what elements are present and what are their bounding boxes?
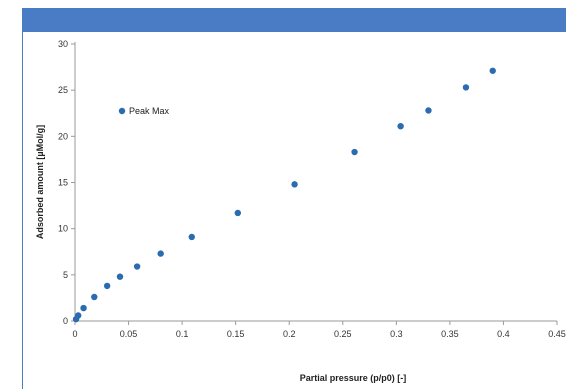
y-tick-label: 10	[58, 224, 68, 234]
y-tick-label: 15	[58, 178, 68, 188]
legend: Peak Max	[118, 106, 170, 116]
data-point	[103, 282, 111, 290]
data-points	[72, 67, 496, 323]
header-bar	[22, 8, 566, 32]
x-tick-label: 0.3	[390, 329, 403, 339]
legend-label: Peak Max	[129, 106, 170, 116]
y-tick-label: 25	[58, 85, 68, 95]
y-tick-labels: 0 5 10 15 20 25 30	[58, 39, 75, 326]
data-point	[462, 84, 470, 91]
data-point	[351, 148, 358, 156]
x-tick-label: 0.15	[227, 329, 245, 339]
y-tick-label: 5	[63, 270, 68, 280]
x-axis-title: Partial pressure (p/p0) [-]	[300, 373, 407, 383]
data-point	[425, 107, 432, 114]
data-point	[234, 209, 242, 217]
y-tick-label: 0	[63, 316, 68, 326]
x-tick-label: 0.35	[441, 329, 459, 339]
y-tick-label: 30	[58, 39, 68, 49]
x-tick-label: 0.25	[334, 329, 352, 339]
y-tick-label: 20	[58, 131, 68, 141]
x-tick-label: 0.05	[120, 329, 138, 339]
x-tick-label: 0.2	[283, 329, 296, 339]
data-point	[80, 304, 87, 312]
x-tick-label: 0.4	[497, 329, 510, 339]
data-point	[133, 263, 141, 270]
frame-left-line	[22, 32, 23, 389]
data-point	[291, 181, 298, 188]
x-tick-label: 0.45	[548, 329, 566, 339]
data-point	[188, 233, 195, 241]
data-point	[91, 293, 98, 301]
x-tick-label: 0.1	[176, 329, 189, 339]
data-point	[75, 312, 82, 319]
legend-marker	[118, 107, 126, 115]
x-tick-labels: 0 0.05 0.1 0.15 0.2 0.25 0.3 0.35 0.4 0.45	[72, 321, 566, 339]
data-point	[157, 250, 164, 257]
data-point	[116, 273, 124, 280]
x-tick-label: 0	[72, 329, 77, 339]
axes	[74, 42, 557, 322]
data-point	[489, 67, 496, 74]
data-point	[397, 122, 404, 130]
y-axis-title: Adsorbed amount [µMol/g]	[35, 125, 45, 239]
